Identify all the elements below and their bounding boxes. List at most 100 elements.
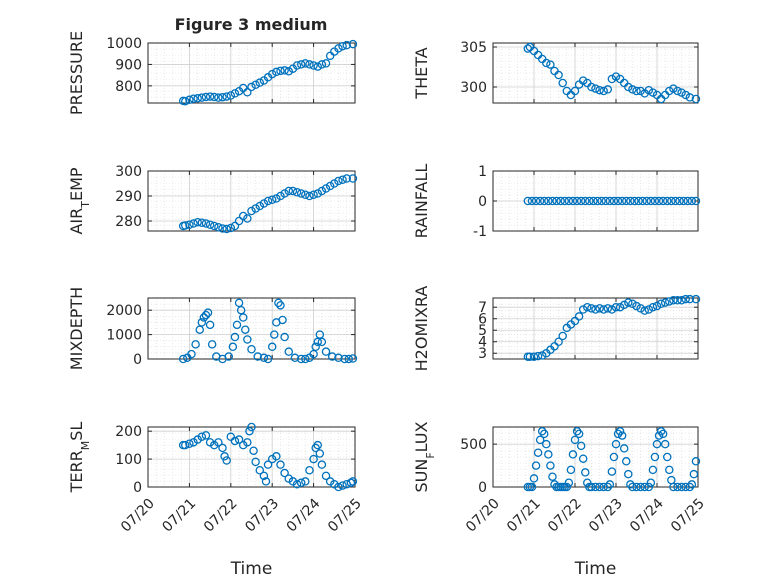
- data-point: [236, 305, 246, 315]
- data-point: [564, 196, 574, 206]
- data-point: [548, 472, 557, 481]
- subplot-2: 300 305 THETA: [412, 40, 701, 104]
- y-axis-label: H2OMIXRA: [412, 286, 431, 372]
- data-point: [313, 189, 322, 198]
- data-point: [587, 482, 596, 492]
- data-point: [191, 340, 200, 349]
- data-point: [646, 196, 656, 206]
- data-point: [251, 457, 260, 467]
- data-point: [677, 88, 686, 97]
- data-point: [640, 306, 649, 315]
- data-point: [340, 354, 349, 364]
- data-point: [636, 304, 645, 313]
- data-point: [673, 86, 682, 96]
- data-point: [178, 354, 188, 364]
- data-point: [263, 354, 273, 364]
- subplot-1: 800 900 1000 PRESSURE: [67, 31, 358, 115]
- data-point: [305, 60, 314, 69]
- data-point: [685, 294, 695, 304]
- data-point: [654, 431, 664, 440]
- data-points: [523, 196, 701, 206]
- data-point: [552, 196, 561, 206]
- data-point: [650, 452, 660, 462]
- data-point: [230, 436, 240, 446]
- data-point: [181, 221, 190, 230]
- data-point: [683, 196, 693, 206]
- y-tick-label: -1: [473, 224, 487, 240]
- data-point: [189, 94, 198, 103]
- data-point: [305, 191, 314, 201]
- y-tick-label: 1000: [106, 36, 142, 52]
- y-tick-label: 900: [115, 57, 142, 73]
- data-point: [348, 354, 358, 363]
- data-point: [531, 196, 541, 206]
- data-point: [288, 186, 298, 196]
- data-point: [259, 199, 269, 208]
- data-point: [652, 439, 662, 449]
- data-point: [205, 92, 215, 101]
- data-point: [546, 60, 555, 69]
- data-point: [321, 471, 331, 481]
- data-point: [276, 66, 285, 76]
- y-tick-label: 0: [478, 480, 487, 496]
- data-point: [613, 429, 623, 439]
- y-tick-label: 290: [115, 189, 142, 205]
- axes-box: [147, 42, 356, 104]
- data-point: [222, 224, 231, 234]
- data-point: [564, 478, 574, 487]
- y-tick-label: 100: [115, 452, 142, 468]
- data-point: [671, 196, 680, 206]
- data-point: [691, 196, 701, 206]
- data-point: [313, 62, 322, 71]
- y-tick-label: 7: [478, 300, 487, 316]
- y-axis-label: SUNFLUX: [412, 421, 437, 492]
- data-point: [278, 315, 287, 325]
- data-point: [587, 82, 596, 92]
- data-point: [591, 84, 600, 93]
- data-point: [632, 301, 641, 311]
- data-point: [342, 174, 351, 183]
- data-point: [535, 196, 545, 206]
- data-point: [222, 92, 231, 101]
- data-point: [636, 86, 645, 96]
- data-point: [531, 461, 541, 470]
- subplot-3: 280 290 300 AIRTEMP: [67, 164, 358, 235]
- data-point: [292, 187, 302, 197]
- data-point: [249, 446, 258, 455]
- data-point: [624, 469, 633, 479]
- data-point: [317, 337, 327, 347]
- data-point: [624, 298, 633, 307]
- data-point: [570, 435, 580, 445]
- y-tick-label: 6: [478, 312, 487, 328]
- data-point: [570, 86, 580, 96]
- data-point: [540, 196, 549, 206]
- data-point: [677, 296, 686, 305]
- data-point: [315, 330, 325, 339]
- data-point: [595, 85, 604, 95]
- data-point: [527, 196, 537, 206]
- data-point: [243, 88, 252, 97]
- data-points: [178, 174, 358, 234]
- data-point: [224, 352, 233, 361]
- data-points: [523, 427, 701, 492]
- data-point: [317, 60, 327, 69]
- data-point: [301, 477, 310, 486]
- data-point: [301, 190, 310, 199]
- data-point: [342, 40, 351, 50]
- data-point: [611, 72, 621, 81]
- data-point: [346, 478, 356, 488]
- data-point: [255, 466, 265, 475]
- data-point: [605, 480, 615, 489]
- data-point: [591, 482, 600, 492]
- y-tick-label: 0: [133, 480, 142, 496]
- data-point: [334, 353, 343, 363]
- data-point: [648, 88, 658, 97]
- data-point: [197, 93, 207, 102]
- data-point: [185, 220, 194, 229]
- data-point: [675, 196, 684, 206]
- data-point: [591, 305, 600, 314]
- data-point: [568, 196, 578, 206]
- data-point: [669, 84, 678, 93]
- x-axis-label: Time: [230, 559, 273, 579]
- data-point: [247, 206, 256, 216]
